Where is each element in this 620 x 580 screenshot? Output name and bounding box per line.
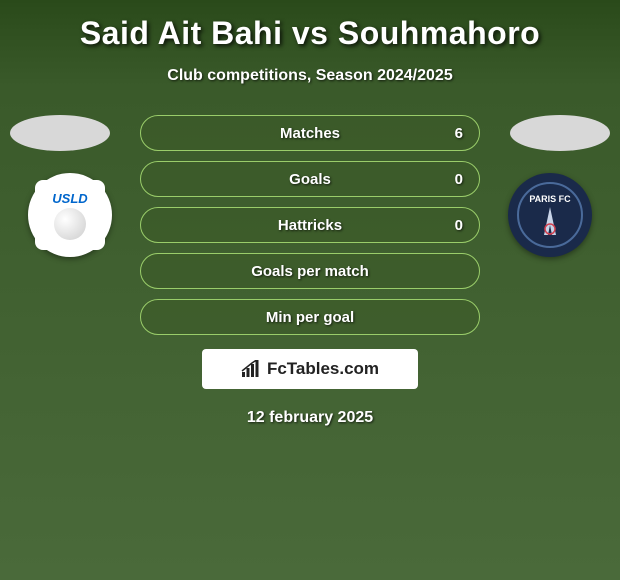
stat-row-min-per-goal: Min per goal	[140, 299, 480, 335]
page-title: Said Ait Bahi vs Souhmahoro	[80, 15, 540, 52]
stat-row-goals-per-match: Goals per match	[140, 253, 480, 289]
stat-row-goals: Goals 0	[140, 161, 480, 197]
stat-row-matches: Matches 6	[140, 115, 480, 151]
main-area: USLD PARIS FC Matches 6 Goals 0	[0, 115, 620, 335]
stat-label: Min per goal	[266, 309, 354, 326]
stat-value-right: 6	[455, 125, 463, 142]
stat-label: Goals	[289, 171, 331, 188]
bar-chart-icon	[241, 360, 261, 378]
brand-text: FcTables.com	[267, 359, 379, 379]
stat-label: Matches	[280, 125, 340, 142]
brand-box[interactable]: FcTables.com	[202, 349, 418, 389]
player-avatar-left	[10, 115, 110, 151]
eiffel-tower-icon	[540, 207, 560, 235]
player-avatar-right	[510, 115, 610, 151]
club-badge-right: PARIS FC	[508, 173, 592, 257]
stats-column: Matches 6 Goals 0 Hattricks 0 Goals per …	[140, 115, 480, 335]
stat-label: Hattricks	[278, 217, 342, 234]
subtitle: Club competitions, Season 2024/2025	[167, 67, 452, 85]
root-container: Said Ait Bahi vs Souhmahoro Club competi…	[0, 0, 620, 437]
stat-value-right: 0	[455, 217, 463, 234]
stat-value-right: 0	[455, 171, 463, 188]
badge-inner-left: USLD	[35, 180, 105, 250]
badge-text-right: PARIS FC	[529, 195, 570, 204]
badge-inner-right: PARIS FC	[517, 182, 583, 248]
club-badge-left: USLD	[28, 173, 112, 257]
date-text: 12 february 2025	[247, 409, 373, 427]
stat-row-hattricks: Hattricks 0	[140, 207, 480, 243]
badge-text-left: USLD	[52, 191, 87, 206]
soccer-ball-icon	[54, 208, 86, 240]
stat-label: Goals per match	[251, 263, 369, 280]
